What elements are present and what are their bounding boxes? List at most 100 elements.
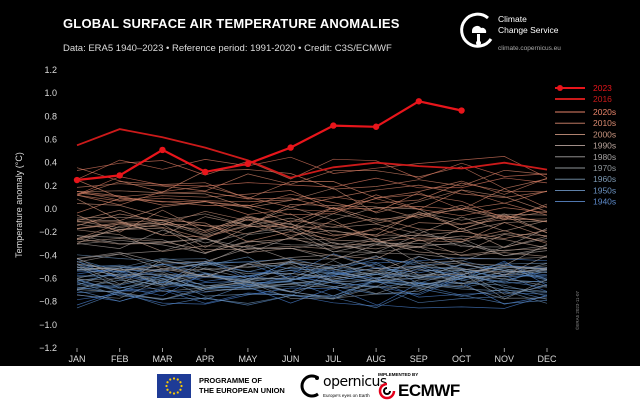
highlight-lines-group [73,98,548,184]
series-point-2023 [116,172,123,179]
y-tick-label: −0.2 [39,227,57,237]
y-tick-label: 0.0 [44,204,57,214]
year-line-2000s [76,207,548,233]
year-line-2000s [76,219,548,243]
y-tick-label: −0.6 [39,274,57,284]
year-line-1970s [76,269,548,295]
year-line-1970s [76,266,548,287]
year-line-2000s [76,218,548,240]
series-line-2016 [76,128,548,179]
x-tick-label: MAY [238,354,257,364]
year-line-2020s [76,176,548,196]
legend-label-1960s: 1960s [593,174,616,184]
year-line-1980s [76,255,548,278]
year-line-1990s [76,237,548,260]
series-point-2023 [330,122,337,129]
x-tick-label: APR [196,354,215,364]
eu-programme-text: PROGRAMME OF THE EUROPEAN UNION [199,376,285,395]
year-line-1980s [76,242,548,264]
x-tick-label: AUG [366,354,386,364]
year-line-1960s [76,278,548,300]
year-line-2000s [76,213,548,237]
year-line-1970s [76,264,548,285]
legend-label-1980s: 1980s [593,152,616,162]
year-line-1970s [76,269,548,294]
x-tick-label: JAN [68,354,85,364]
series-point-2023 [73,176,81,184]
eu-star-icon [176,378,179,381]
year-line-2000s [76,218,548,244]
year-line-1940s [76,271,548,293]
series-point-2023 [201,168,209,176]
eu-star-icon [169,378,172,381]
y-tick-label: 1.0 [44,88,57,98]
eu-star-icon [179,381,182,384]
year-line-2010s [76,167,548,193]
x-tick-label: MAR [152,354,173,364]
year-line-2000s [77,217,548,239]
legend-group: 202320162020s2010s2000s1990s1980s1970s19… [555,83,616,207]
legend-label-2000s: 2000s [593,129,616,139]
year-line-1980s [76,243,548,270]
legend-label-2010s: 2010s [593,118,616,128]
eu-star-icon [165,384,168,388]
copernicus-logo: opernicus Europe's eyes on Earth [297,372,387,405]
x-tick-label: JUN [282,354,300,364]
eu-flag-icon [157,374,191,398]
x-tick-label: OCT [452,354,472,364]
x-tick-label: DEC [537,354,557,364]
year-line-2000s [76,187,548,214]
footer-logos: PROGRAMME OF THE EUROPEAN UNION opernicu… [0,366,640,414]
year-line-1990s [76,222,548,244]
x-tick-label: NOV [495,354,515,364]
year-line-1970s [76,266,548,292]
copernicus-c-icon [300,374,319,398]
y-tick-label: −1.0 [39,320,57,330]
chart-title: GLOBAL SURFACE AIR TEMPERATURE ANOMALIES [63,16,400,31]
series-point-2023 [458,107,465,114]
series-point-2023 [372,123,380,130]
year-line-2020s [76,158,548,180]
year-line-2020s [76,156,548,180]
legend-label-1940s: 1940s [593,197,616,207]
y-tick-label: 1.2 [44,65,57,75]
legend-label-2020s: 2020s [593,107,616,117]
year-line-1980s [76,229,548,255]
year-line-1980s [76,234,548,257]
y-axis-label: Temperature anomaly (°C) [14,152,24,258]
eu-star-icon [172,392,176,395]
decade-lines-group [76,156,548,309]
axis-group: −1.2 −1.0 −0.8 −0.6 −0.4 −0.2 0.0 0.2 0.4 0.6 0.8 1… [39,65,557,364]
y-tick-label: −0.8 [39,297,57,307]
year-line-1990s [76,238,548,256]
eu-star-icon [180,384,183,388]
legend-label-1970s: 1970s [593,163,616,173]
eu-star-icon [166,388,169,391]
year-line-1970s [76,272,548,299]
copernicus-tagline: Europe's eyes on Earth [323,393,370,398]
c3s-logo: Climate Change Service climate.copernicu… [456,10,636,62]
copernicus-name: opernicus [323,374,387,390]
year-line-1990s [76,223,548,249]
year-line-2010s [76,194,548,219]
year-line-1950s [76,288,548,309]
year-line-1960s [76,266,548,292]
year-line-1990s [76,227,548,253]
series-line-2023 [76,100,462,182]
chart-subtitle: Data: ERA5 1940–2023 • Reference period:… [63,43,392,54]
y-tick-label: 0.2 [44,181,57,191]
eu-star-icon [172,377,176,380]
eu-star-icon [166,381,169,384]
image-code: ©ERA5 2023-11-07 [575,290,580,330]
year-line-2010s [76,194,548,217]
x-tick-label: SEP [410,354,428,364]
year-line-2000s [76,198,548,223]
c3s-emblem-icon [460,12,493,48]
series-point-2023 [244,160,252,168]
ecmwf-name: ECMWF [398,381,460,400]
year-line-1960s [76,279,548,304]
year-line-2010s [76,166,548,192]
ecmwf-implemented-by: IMPLEMENTED BY [378,372,419,377]
series-point-2023 [159,146,166,154]
year-line-2010s [76,189,548,210]
